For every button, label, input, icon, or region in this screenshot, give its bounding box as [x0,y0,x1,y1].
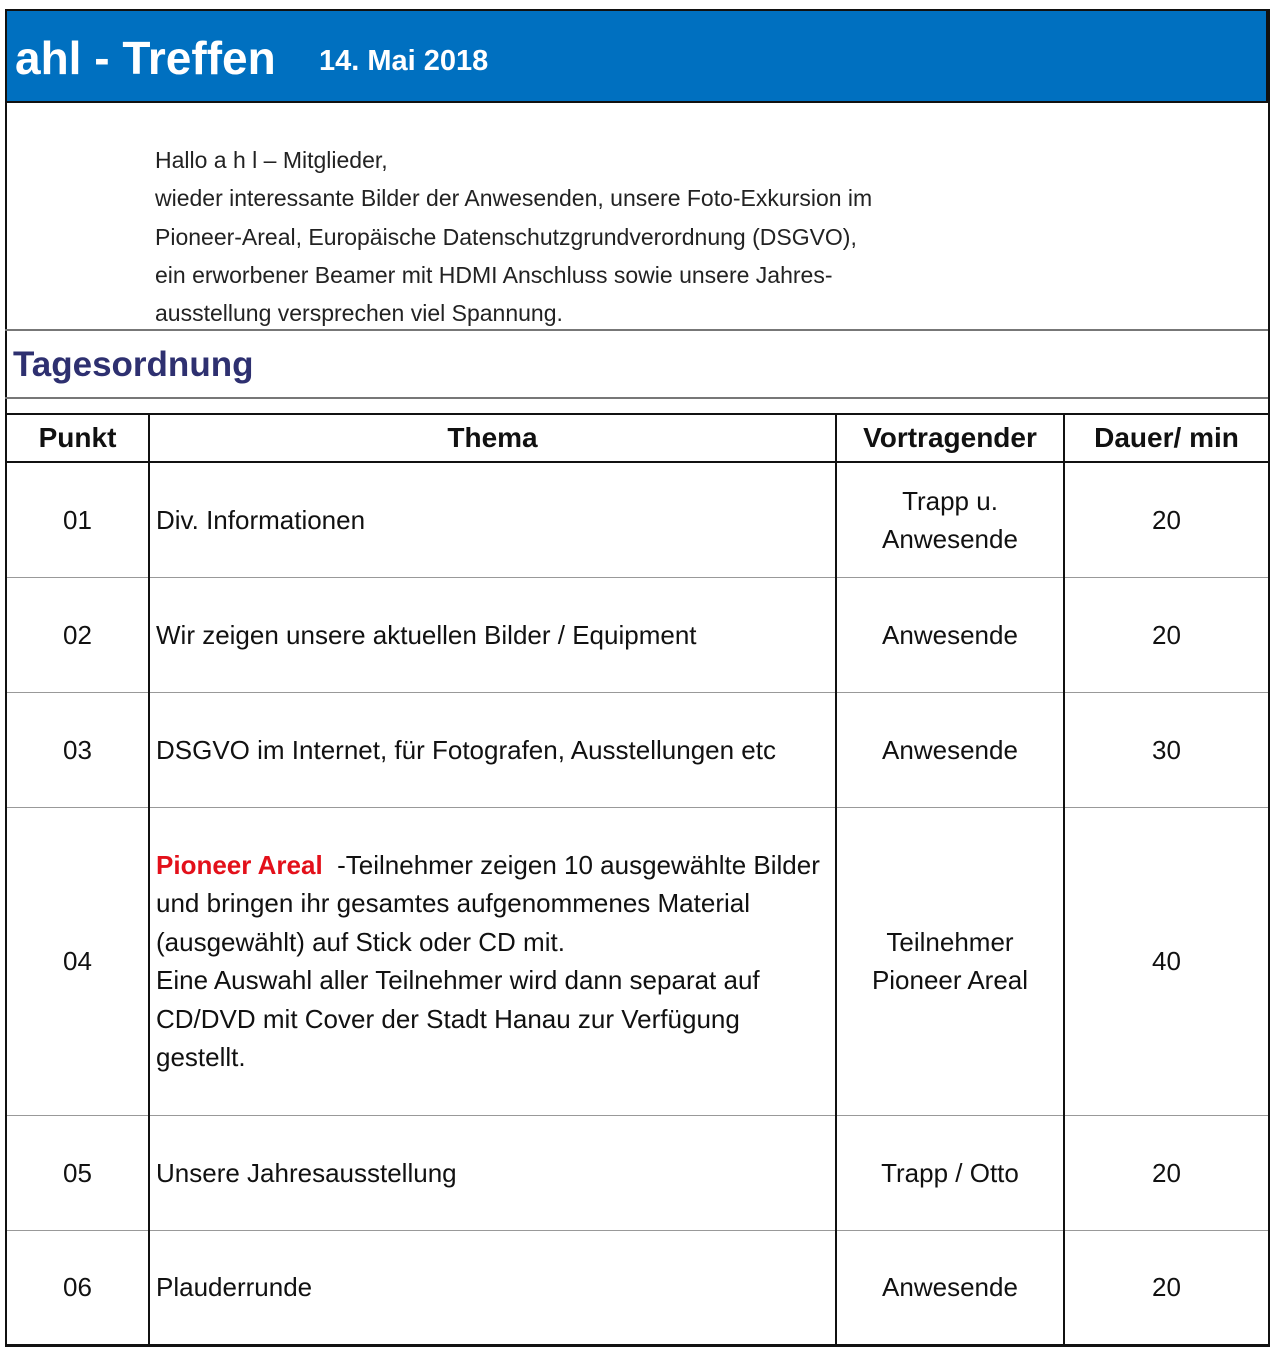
vortragender-line: Teilnehmer [886,927,1014,957]
agenda-table: Punkt Thema Vortragender Dauer/ min 01 Div. … [5,413,1270,1346]
table-row: 04 Pioneer Areal -Teilnehmer zeigen 10 au… [5,807,1270,1116]
thema: Pioneer Areal -Teilnehmer zeigen 10 ausg… [148,807,837,1116]
thema: Div. Informationen [148,462,837,578]
dauer: 20 [1063,1230,1270,1346]
thema-text: -Teilnehmer zeigen 10 ausgewählte Bilder… [156,849,820,957]
vortragender: Anwesende [835,1230,1065,1346]
vortragender-line: Anwesende [882,734,1018,765]
thema: DSGVO im Internet, für Fotografen, Ausst… [148,692,837,808]
vortragender: Anwesende [835,692,1065,808]
header-row: Punkt Thema Vortragender Dauer/ min [5,413,1270,463]
dauer: 30 [1063,692,1270,808]
dauer: 20 [1063,577,1270,693]
dauer: 40 [1063,807,1270,1116]
dauer: 20 [1063,462,1270,578]
vortragender: Trapp / Otto [835,1115,1065,1231]
punkt: 06 [5,1230,150,1346]
table-row: 05 Unsere Jahresausstellung Trapp / Otto 20 [5,1115,1270,1231]
vortragender: Anwesende [835,577,1065,693]
column-header: Thema [148,413,837,463]
title: ahl - Treffen [15,32,276,84]
punkt: 03 [5,692,150,808]
punkt: 01 [5,462,150,578]
thema: Wir zeigen unsere aktuellen Bilder / Equ… [148,577,837,693]
vortragender: Teilnehmer Pioneer Areal [835,807,1065,1116]
vortragender-line: Anwesende [882,619,1018,650]
table-row: 06 Plauderrunde Anwesende 20 [5,1230,1270,1346]
intro-line: wieder interessante Bilder der Anwesende… [155,185,873,212]
vortragender: Trapp u. Anwesende [835,462,1065,578]
separator [5,329,1268,331]
intro-line: Hallo a h l – Mitglieder, [155,147,388,173]
thema: Plauderrunde [148,1230,837,1346]
punkt: 04 [5,807,150,1116]
vortragender-line: Anwesende [882,523,1018,554]
intro: Hallo a h l – Mitglieder, wieder interess… [155,141,872,332]
thema: Unsere Jahresausstellung [148,1115,837,1231]
table-row: 02 Wir zeigen unsere aktuellen Bilder / E… [5,577,1270,693]
vortragender-line: Pioneer Areal [871,965,1029,995]
table-row: 03 DSGVO im Internet, für Fotografen, Aus… [5,692,1270,808]
vortragender-line: Trapp u. [902,485,998,516]
column-header: Punkt [5,413,150,463]
vortragender-line: Trapp / Otto [881,1157,1019,1188]
section-title: Tagesordnung [13,345,254,384]
column-header: Dauer/ min [1063,413,1270,463]
vortragender-line: Anwesende [882,1272,1018,1303]
date: 14. Mai 2018 [319,45,489,77]
table-body: 01 Div. Informationen Trapp u. Anwesende 20 0… [5,462,1270,1346]
thema-highlight: Pioneer Areal [156,849,323,880]
header: ahl - Treffen 14. Mai 2018 [5,9,1268,103]
punkt: 02 [5,577,150,693]
intro-line: Pioneer-Areal, Europäische Datenschutzgr… [155,223,857,250]
intro-line: ausstellung versprechen viel Spannung. [155,300,563,327]
column-header: Vortragender [835,413,1065,463]
punkt: 05 [5,1115,150,1231]
thema-text: Eine Auswahl aller Teilnehmer wird dann … [156,965,760,1072]
separator [5,397,1268,399]
table-row: 01 Div. Informationen Trapp u. Anwesende 20 [5,462,1270,578]
intro-line: ein erworbener Beamer mit HDMI Anschluss… [155,261,833,288]
dauer: 20 [1063,1115,1270,1231]
